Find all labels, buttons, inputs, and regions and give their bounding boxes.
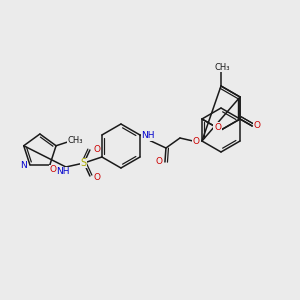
Text: S: S [81,158,87,168]
Text: O: O [192,136,200,146]
Text: O: O [214,124,220,133]
Text: O: O [50,165,56,174]
Text: O: O [155,158,162,166]
Text: NH: NH [141,131,155,140]
Text: O: O [254,122,261,130]
Text: NH: NH [56,167,70,176]
Text: O: O [93,172,100,182]
Text: O: O [254,122,261,130]
Text: N: N [20,161,27,170]
Text: O: O [93,145,100,154]
Text: CH₃: CH₃ [68,136,83,145]
Text: O: O [214,122,221,131]
Text: CH₃: CH₃ [214,62,230,71]
